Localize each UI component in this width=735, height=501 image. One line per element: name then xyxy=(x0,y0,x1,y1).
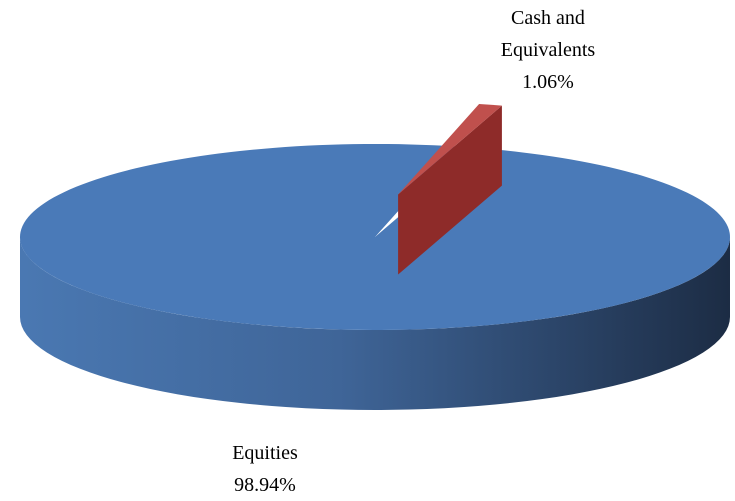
slice-label: Cash and Equivalents 1.06% xyxy=(488,2,608,98)
category-label: Cash and Equivalents xyxy=(500,7,596,61)
slice-side xyxy=(398,105,502,275)
slice xyxy=(19,143,730,330)
slice-side xyxy=(20,237,730,410)
slice-label: Equities 98.94% xyxy=(195,437,335,501)
value-label: 1.06% xyxy=(522,71,574,93)
slice xyxy=(398,104,502,195)
value-label: 98.94% xyxy=(234,474,296,496)
category-label: Equities xyxy=(232,442,298,464)
